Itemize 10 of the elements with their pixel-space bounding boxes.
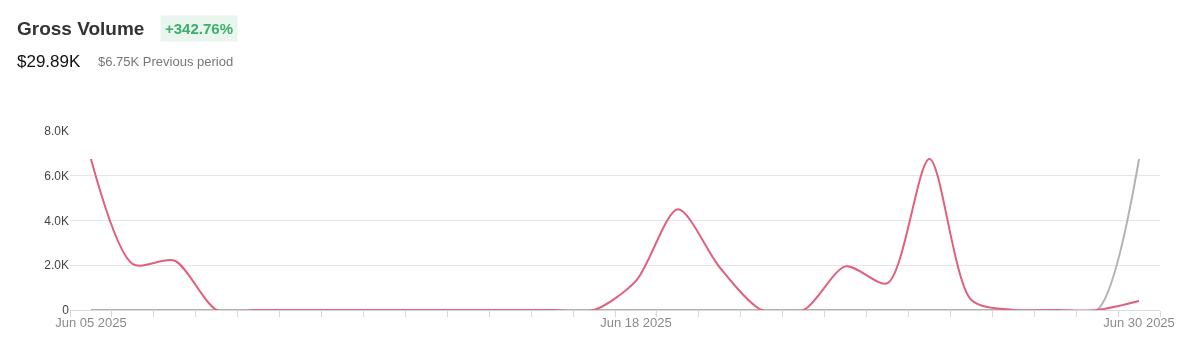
x-tick-label: Jun 18 2025 [600, 314, 672, 330]
y-tick-label: 4.0K [44, 213, 69, 228]
chart-title: Gross Volume [17, 18, 145, 39]
y-tick-label: 6.0K [44, 168, 69, 183]
text: +342.76% [165, 20, 233, 37]
chart-subtitle: $29.89K [17, 52, 81, 71]
y-tick-label: 2.0K [44, 258, 69, 273]
x-tick-label: Jun 30 2025 [1103, 314, 1175, 330]
y-tick-label: 8.0K [44, 124, 69, 139]
text: $6.75K Previous period [98, 54, 234, 69]
